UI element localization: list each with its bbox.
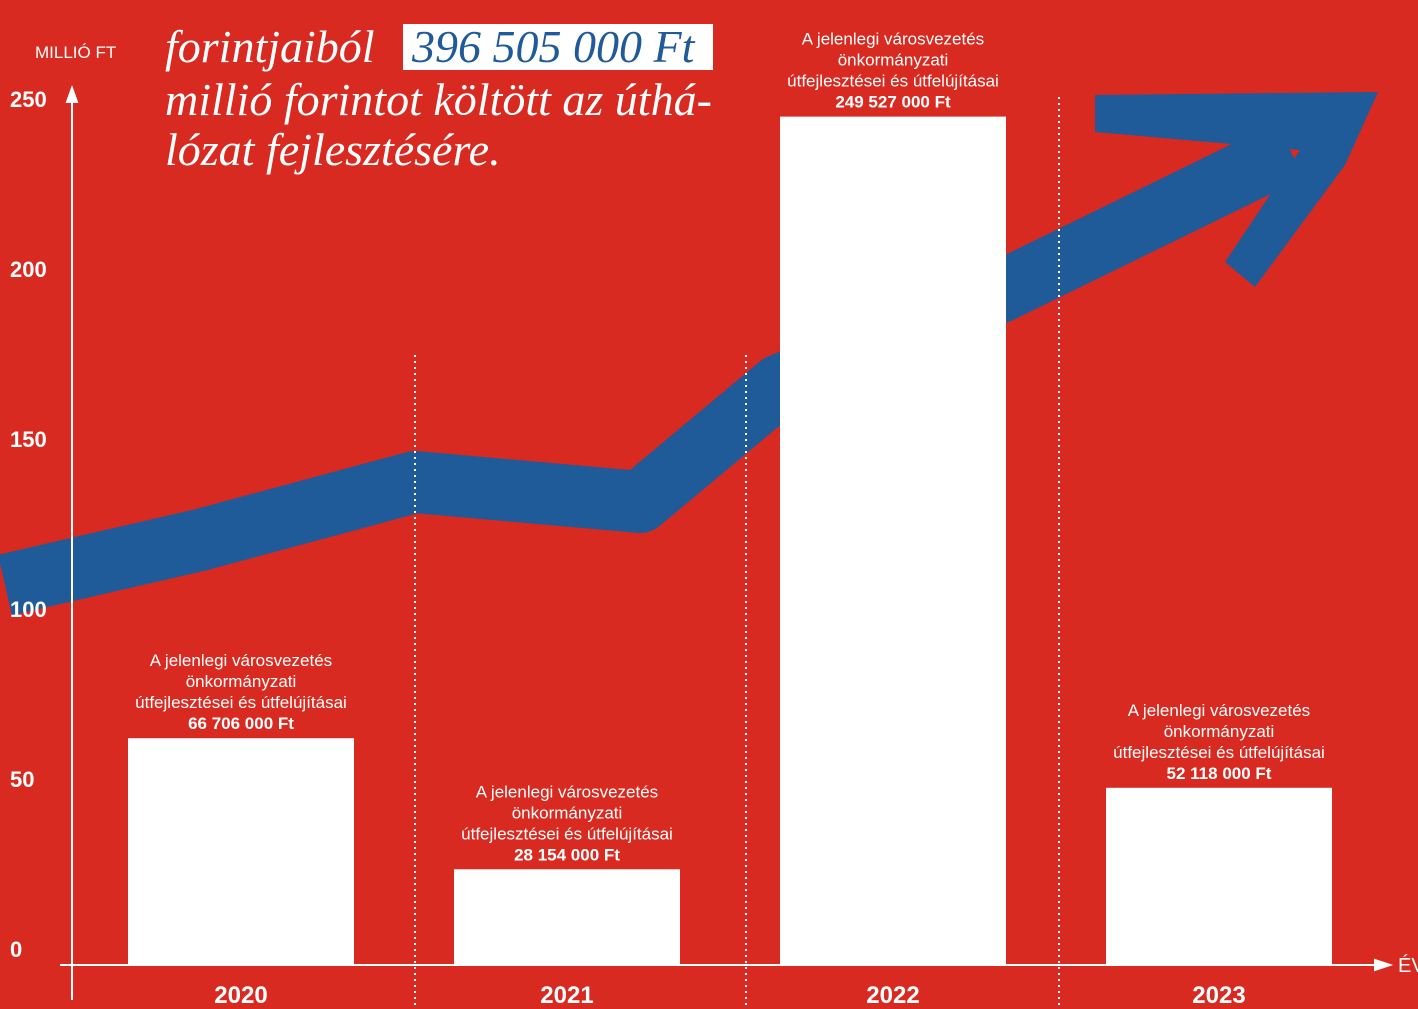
bar-note: önkormányzati bbox=[838, 51, 949, 70]
y-tick-label: 250 bbox=[10, 87, 47, 112]
bar-note: A jelenlegi városvezetés bbox=[150, 651, 332, 670]
x-tick-label: 2021 bbox=[540, 982, 593, 1009]
bar-note: útfejlesztései és útfelújításai bbox=[1113, 743, 1325, 762]
headline: lózat fejlesztésére. bbox=[165, 124, 501, 175]
headline-amount: 396 505 000 Ft bbox=[411, 21, 696, 72]
headline: millió forintot költött az úthá- bbox=[165, 74, 712, 125]
value-label: 249 527 000 Ft bbox=[835, 93, 951, 112]
x-tick-label: 2022 bbox=[866, 982, 919, 1009]
bar-note: útfejlesztései és útfelújításai bbox=[135, 693, 347, 712]
bar-note: önkormányzati bbox=[512, 803, 623, 822]
bar-note: útfejlesztései és útfelújításai bbox=[461, 824, 673, 843]
bar bbox=[128, 738, 354, 965]
bar bbox=[780, 117, 1006, 965]
y-tick-label: 150 bbox=[10, 427, 47, 452]
bar-note: A jelenlegi városvezetés bbox=[1128, 701, 1310, 720]
bar bbox=[1106, 788, 1332, 965]
bar-note: A jelenlegi városvezetés bbox=[802, 30, 984, 49]
value-label: 52 118 000 Ft bbox=[1167, 764, 1272, 783]
bar-note: útfejlesztései és útfelújításai bbox=[787, 72, 999, 91]
value-label: 28 154 000 Ft bbox=[514, 845, 620, 864]
x-tick-label: 2023 bbox=[1192, 982, 1245, 1009]
bar bbox=[454, 869, 680, 965]
y-tick-label: 0 bbox=[10, 937, 22, 962]
bar-note: A jelenlegi városvezetés bbox=[476, 782, 658, 801]
y-tick-label: 50 bbox=[10, 767, 34, 792]
bar-note: önkormányzati bbox=[1164, 722, 1275, 741]
y-axis-label: MILLIÓ FT bbox=[35, 43, 116, 62]
bar-note: önkormányzati bbox=[186, 672, 297, 691]
x-axis-label: ÉV bbox=[1398, 954, 1418, 977]
x-tick-label: 2020 bbox=[214, 982, 267, 1009]
y-tick-label: 100 bbox=[10, 597, 47, 622]
value-label: 66 706 000 Ft bbox=[188, 714, 294, 733]
chart: MILLIÓ FT ÉV forintjaiból 396 505 000 Ft… bbox=[0, 0, 1418, 1009]
y-tick-label: 200 bbox=[10, 257, 47, 282]
headline: forintjaiból bbox=[165, 21, 375, 72]
